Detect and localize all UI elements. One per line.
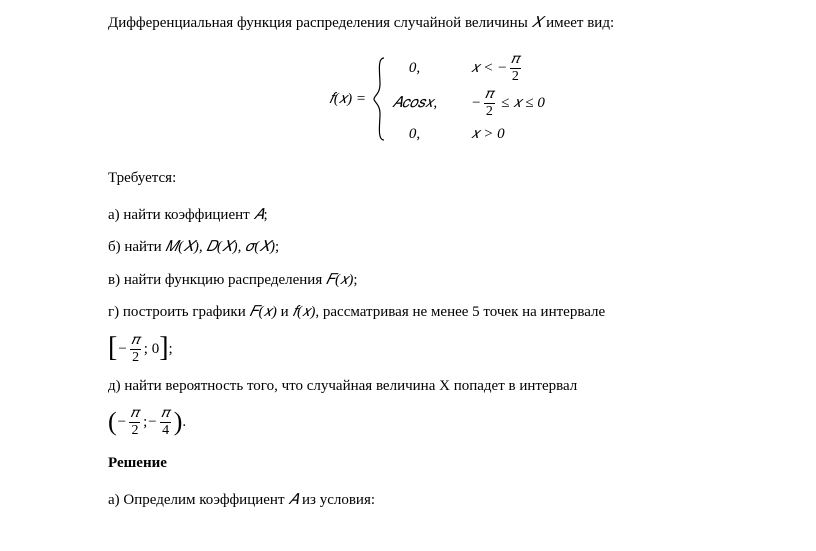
lbracket-icon: [ (108, 334, 117, 362)
case-value-1: 0, (392, 57, 437, 80)
task-d-interval: ( − 𝜋2 ; − 𝜋4 ) . (108, 407, 766, 438)
task-g-line1: г) построить графики 𝐹(𝑥) и 𝑓(𝑥), рассма… (108, 301, 766, 324)
intro-text-before: Дифференциальная функция распределения с… (108, 15, 532, 31)
solution-heading: Решение (108, 452, 766, 475)
task-v: в) найти функцию распределения 𝐹(𝑥); (108, 269, 766, 292)
case-cond-1: 𝑥 < −𝜋2 (471, 53, 545, 84)
task-a: а) найти коэффициент 𝐴; (108, 204, 766, 227)
intro-text-after: имеет вид: (542, 15, 614, 31)
solution-line-a: а) Определим коэффициент 𝐴 из условия: (108, 489, 766, 512)
left-brace-icon (372, 56, 386, 142)
lparen-icon: ( (108, 409, 117, 435)
rparen-icon: ) (174, 409, 183, 435)
rbracket-icon: ] (159, 334, 168, 362)
eq-lhs: 𝑓(𝑥) = (329, 88, 366, 111)
tasks-header: Требуется: (108, 167, 766, 190)
case-value-3: 0, (392, 123, 437, 146)
task-d-line1: д) найти вероятность того, что случайная… (108, 375, 766, 398)
task-b: б) найти 𝑀(𝑋), 𝐷(𝑋), 𝜎(𝑋); (108, 236, 766, 259)
cases-grid: 0, 𝑥 < −𝜋2 𝐴𝑐𝑜𝑠𝑥, −𝜋2 ≤ 𝑥 ≤ 0 0, 𝑥 > 0 (392, 53, 545, 146)
case-value-2: 𝐴𝑐𝑜𝑠𝑥, (392, 92, 437, 115)
intro-paragraph: Дифференциальная функция распределения с… (108, 12, 766, 35)
case-cond-3: 𝑥 > 0 (471, 123, 545, 146)
intro-var: 𝑋 (532, 15, 543, 31)
case-cond-2: −𝜋2 ≤ 𝑥 ≤ 0 (471, 88, 545, 119)
task-g-interval: [ − 𝜋2 ; 0 ] ; (108, 334, 766, 365)
piecewise-equation: 𝑓(𝑥) = 0, 𝑥 < −𝜋2 𝐴𝑐𝑜𝑠𝑥, −𝜋2 ≤ 𝑥 ≤ 0 0, … (108, 53, 766, 146)
